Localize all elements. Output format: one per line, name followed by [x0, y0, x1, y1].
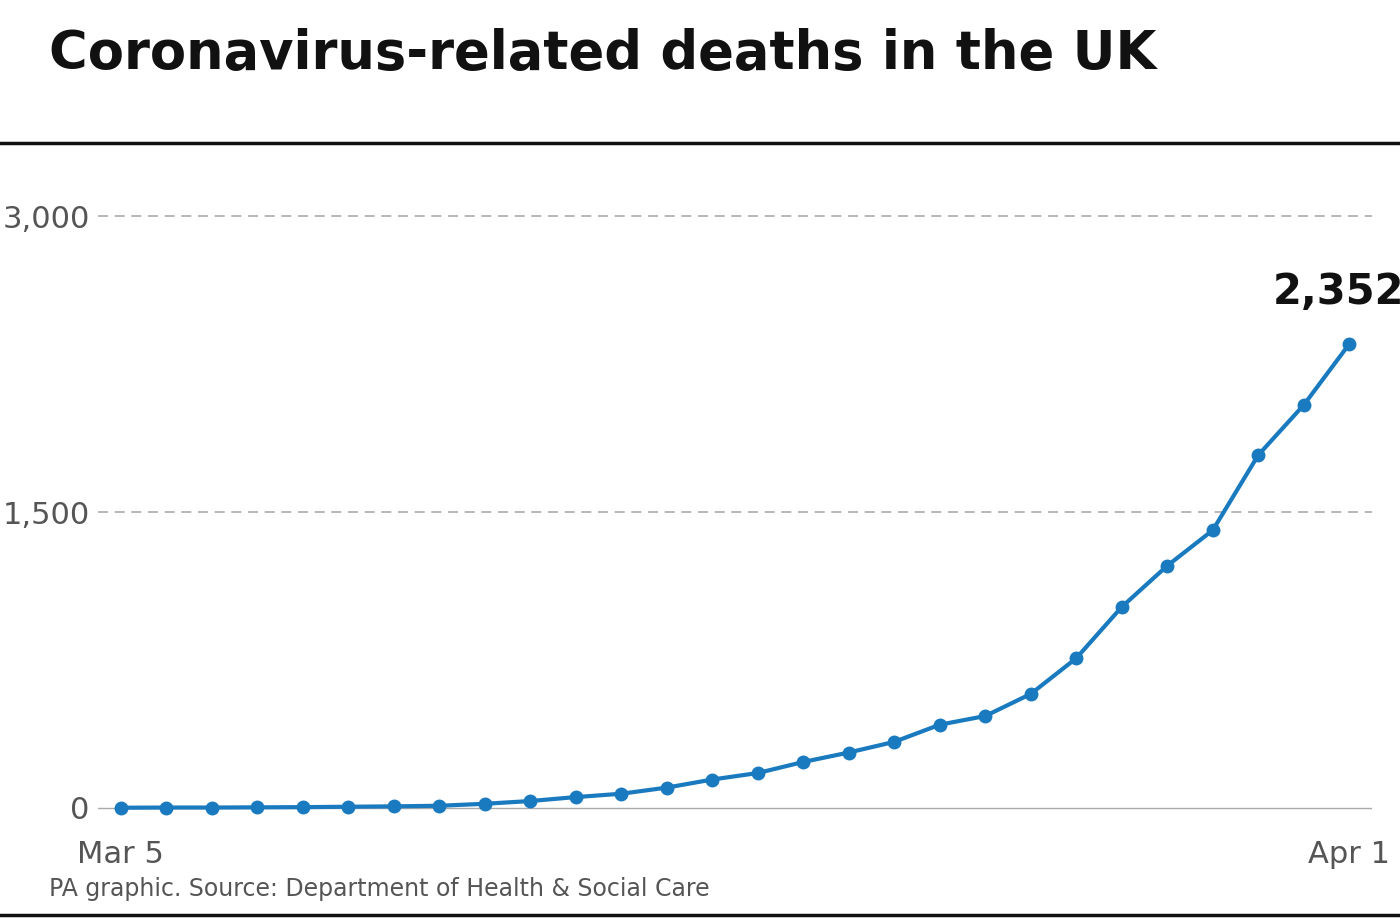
- Text: 2,352: 2,352: [1273, 272, 1400, 313]
- Text: PA graphic. Source: Department of Health & Social Care: PA graphic. Source: Department of Health…: [49, 877, 710, 901]
- Text: Coronavirus-related deaths in the UK: Coronavirus-related deaths in the UK: [49, 28, 1156, 79]
